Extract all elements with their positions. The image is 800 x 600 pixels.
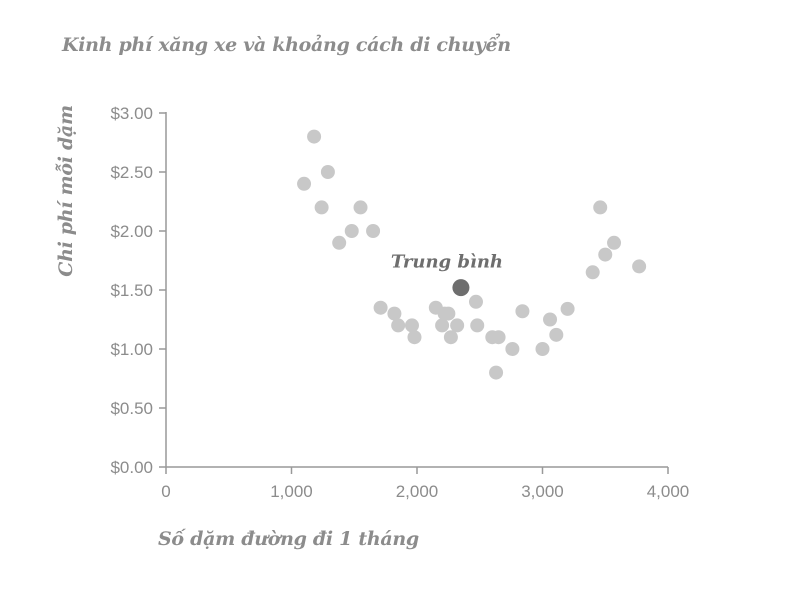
data-point [470,318,485,333]
data-point [404,318,419,333]
data-point [450,318,465,333]
y-tick-label: $2.50 [110,163,153,182]
average-label: Trung bình [391,252,503,273]
data-point [366,224,381,238]
data-point [443,330,458,345]
y-tick-label: $2.00 [110,222,153,241]
data-point [373,300,388,315]
highlight-layer: Trung bình [391,252,503,297]
data-point [585,265,600,280]
chart-title: Kinh phí xăng xe và khoảng cách di chuyể… [62,34,511,56]
x-tick-label: 1,000 [270,482,313,501]
axes: $0.00 $0.50 $1.00 $1.50 $2.00 $2.50 $3.00 0 1,00… [110,104,689,501]
y-tick-label: $1.50 [110,281,153,300]
data-point [598,247,613,262]
data-point [332,235,347,250]
data-point [607,235,622,250]
x-tick-label: 2,000 [396,482,439,501]
x-tick-label: 4,000 [647,482,690,501]
x-tick-label: 0 [161,482,170,501]
data-point [344,224,359,238]
data-point [549,327,564,342]
data-point [387,306,402,321]
data-points [297,129,647,380]
data-point [535,342,550,356]
data-point [441,306,456,321]
data-point [505,342,520,356]
y-tick-label: $0.50 [110,399,153,418]
data-point [297,176,312,191]
data-point [314,200,329,215]
data-point [407,330,422,345]
data-point [560,301,575,316]
x-axis-label: Số dặm đường đi 1 tháng [158,528,419,550]
data-point [515,304,530,319]
data-point [391,318,406,333]
data-point [320,165,335,179]
data-point [435,318,450,333]
data-point [353,200,368,215]
y-tick-label: $0.00 [110,458,153,477]
average-point [452,279,470,297]
data-point [468,294,483,309]
data-point [307,129,322,144]
data-point [543,312,558,327]
data-point [593,200,608,215]
x-tick-label: 3,000 [521,482,564,501]
data-point [632,259,647,274]
y-tick-label: $1.00 [110,340,153,359]
data-point [491,330,506,345]
data-point [489,365,504,380]
y-tick-label: $3.00 [110,104,153,123]
